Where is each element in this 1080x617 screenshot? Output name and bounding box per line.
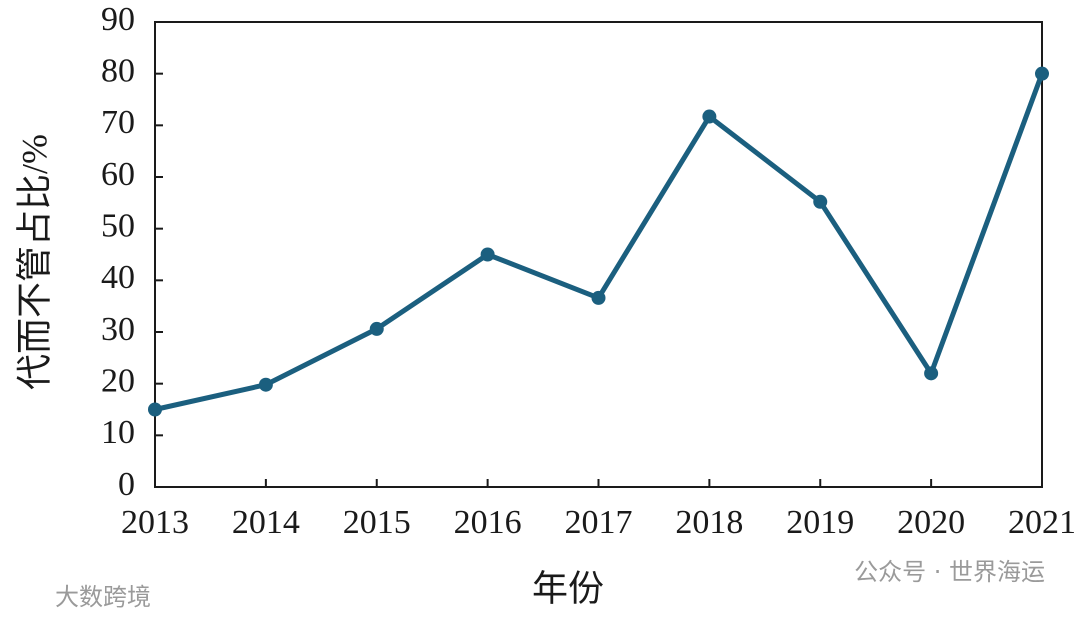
y-axis-label: 代而不管占比/% [14, 134, 54, 390]
plot-frame [154, 21, 1043, 488]
x-tick-label: 2018 [675, 504, 743, 541]
data-point [258, 377, 273, 392]
x-tick-label: 2021 [1008, 504, 1076, 541]
data-point [148, 402, 162, 417]
x-tick-label: 2014 [232, 504, 300, 541]
x-tick-label: 2015 [343, 504, 411, 541]
y-tick-label: 0 [118, 466, 135, 503]
y-tick-label: 40 [101, 259, 135, 296]
x-tick-label: 2020 [897, 504, 965, 541]
data-point [702, 109, 717, 124]
data-point [1035, 66, 1049, 81]
data-point [480, 247, 495, 262]
y-tick-label: 10 [101, 414, 135, 451]
y-tick-label: 70 [101, 104, 135, 141]
data-line [154, 72, 1045, 412]
x-tick-label: 2013 [121, 504, 189, 541]
x-axis-label: 年份 [532, 568, 604, 608]
watermark: 公众号 · 世界海运 [854, 558, 1045, 586]
data-point [369, 321, 384, 336]
y-tick-label: 20 [101, 362, 135, 399]
watermark: 大数跨境 [55, 583, 151, 611]
y-tick-label: 30 [101, 311, 135, 348]
x-tick-label: 2016 [454, 504, 522, 541]
x-tick-label: 2017 [565, 504, 633, 541]
data-point [813, 194, 828, 209]
y-tick-label: 90 [101, 1, 135, 38]
y-tick-label: 80 [101, 52, 135, 89]
y-tick-label: 50 [101, 207, 135, 244]
data-point [591, 290, 606, 305]
y-tick-label: 60 [101, 156, 135, 193]
data-point [924, 366, 939, 381]
x-tick-label: 2019 [786, 504, 854, 541]
